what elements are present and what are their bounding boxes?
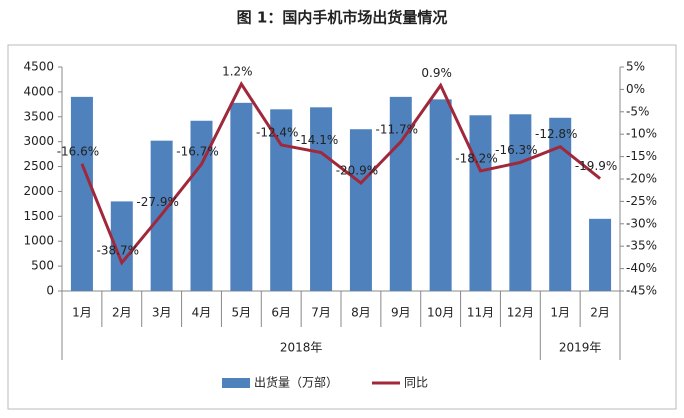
bar: [429, 99, 452, 291]
bar: [549, 117, 572, 291]
data-label: -11.7%: [376, 122, 418, 136]
y2-tick-label: -30%: [626, 216, 657, 230]
data-label: 0.9%: [421, 66, 452, 80]
data-label: -38.7%: [97, 243, 139, 257]
x-tick-label: 1月: [72, 306, 92, 320]
x-tick-label: 2月: [590, 306, 610, 320]
y-tick-label: 1000: [23, 234, 54, 248]
data-label: -18.2%: [455, 151, 497, 165]
x-tick-label: 8月: [351, 306, 371, 320]
data-label: -27.9%: [136, 195, 178, 209]
x-tick-label: 1月: [550, 306, 570, 320]
bar: [349, 129, 372, 291]
bar: [469, 115, 492, 291]
y2-tick-label: -25%: [626, 194, 657, 208]
x-tick-label: 5月: [232, 306, 252, 320]
legend-label: 同比: [404, 376, 428, 390]
data-label: -12.4%: [256, 125, 298, 139]
bar: [509, 114, 532, 292]
data-label: -14.1%: [296, 133, 338, 147]
data-label: -16.6%: [57, 144, 99, 158]
line: [80, 81, 602, 266]
data-label: -16.3%: [495, 143, 537, 157]
data-label: -12.8%: [535, 127, 577, 141]
y-tick-label: 3000: [23, 134, 54, 148]
y-tick-label: 2000: [23, 184, 54, 198]
y2-tick-label: -35%: [626, 239, 657, 253]
bar: [270, 109, 293, 291]
y-tick-label: 1500: [23, 209, 54, 223]
x-group-label: 2019年: [559, 341, 602, 355]
x-tick-label: 3月: [152, 306, 172, 320]
legend-label: 出货量（万部）: [254, 375, 338, 390]
x-tick-label: 6月: [271, 306, 291, 320]
y2-tick-label: 5%: [626, 60, 645, 74]
y2-tick-label: -45%: [626, 284, 657, 298]
x-tick-label: 2月: [112, 306, 132, 320]
x-tick-label: 9月: [391, 306, 411, 320]
y2-tick-label: -10%: [626, 127, 657, 141]
bar: [230, 102, 253, 291]
bar: [70, 96, 93, 291]
x-tick-label: 7月: [311, 306, 331, 320]
y2-tick-label: 0%: [626, 82, 645, 96]
y-tick-label: 3500: [23, 109, 54, 123]
chart-title: 图 1：国内手机市场出货量情况: [237, 9, 448, 27]
y-tick-label: 4000: [23, 84, 54, 98]
legend-swatch: [222, 378, 250, 388]
data-label: -16.7%: [176, 145, 218, 159]
x-tick-label: 12月: [507, 306, 534, 320]
y-tick-label: 0: [46, 284, 54, 298]
y2-tick-label: -15%: [626, 149, 657, 163]
bar: [310, 107, 333, 291]
data-label: 1.2%: [222, 65, 253, 79]
y2-tick-label: -20%: [626, 172, 657, 186]
y2-tick-label: -40%: [626, 261, 657, 275]
chart-frame: [7, 44, 677, 410]
x-tick-label: 10月: [427, 306, 454, 320]
y2-tick-label: -5%: [626, 104, 649, 118]
bar: [190, 120, 213, 291]
x-tick-label: 4月: [192, 306, 212, 320]
data-label: -19.9%: [575, 159, 617, 173]
data-label: -20.9%: [336, 164, 378, 178]
bar: [589, 218, 612, 291]
y-tick-label: 500: [31, 259, 54, 273]
x-tick-label: 11月: [467, 306, 494, 320]
y-tick-label: 4500: [23, 60, 54, 74]
y-tick-label: 2500: [23, 159, 54, 173]
bar: [110, 201, 133, 291]
x-group-label: 2018年: [280, 341, 323, 355]
